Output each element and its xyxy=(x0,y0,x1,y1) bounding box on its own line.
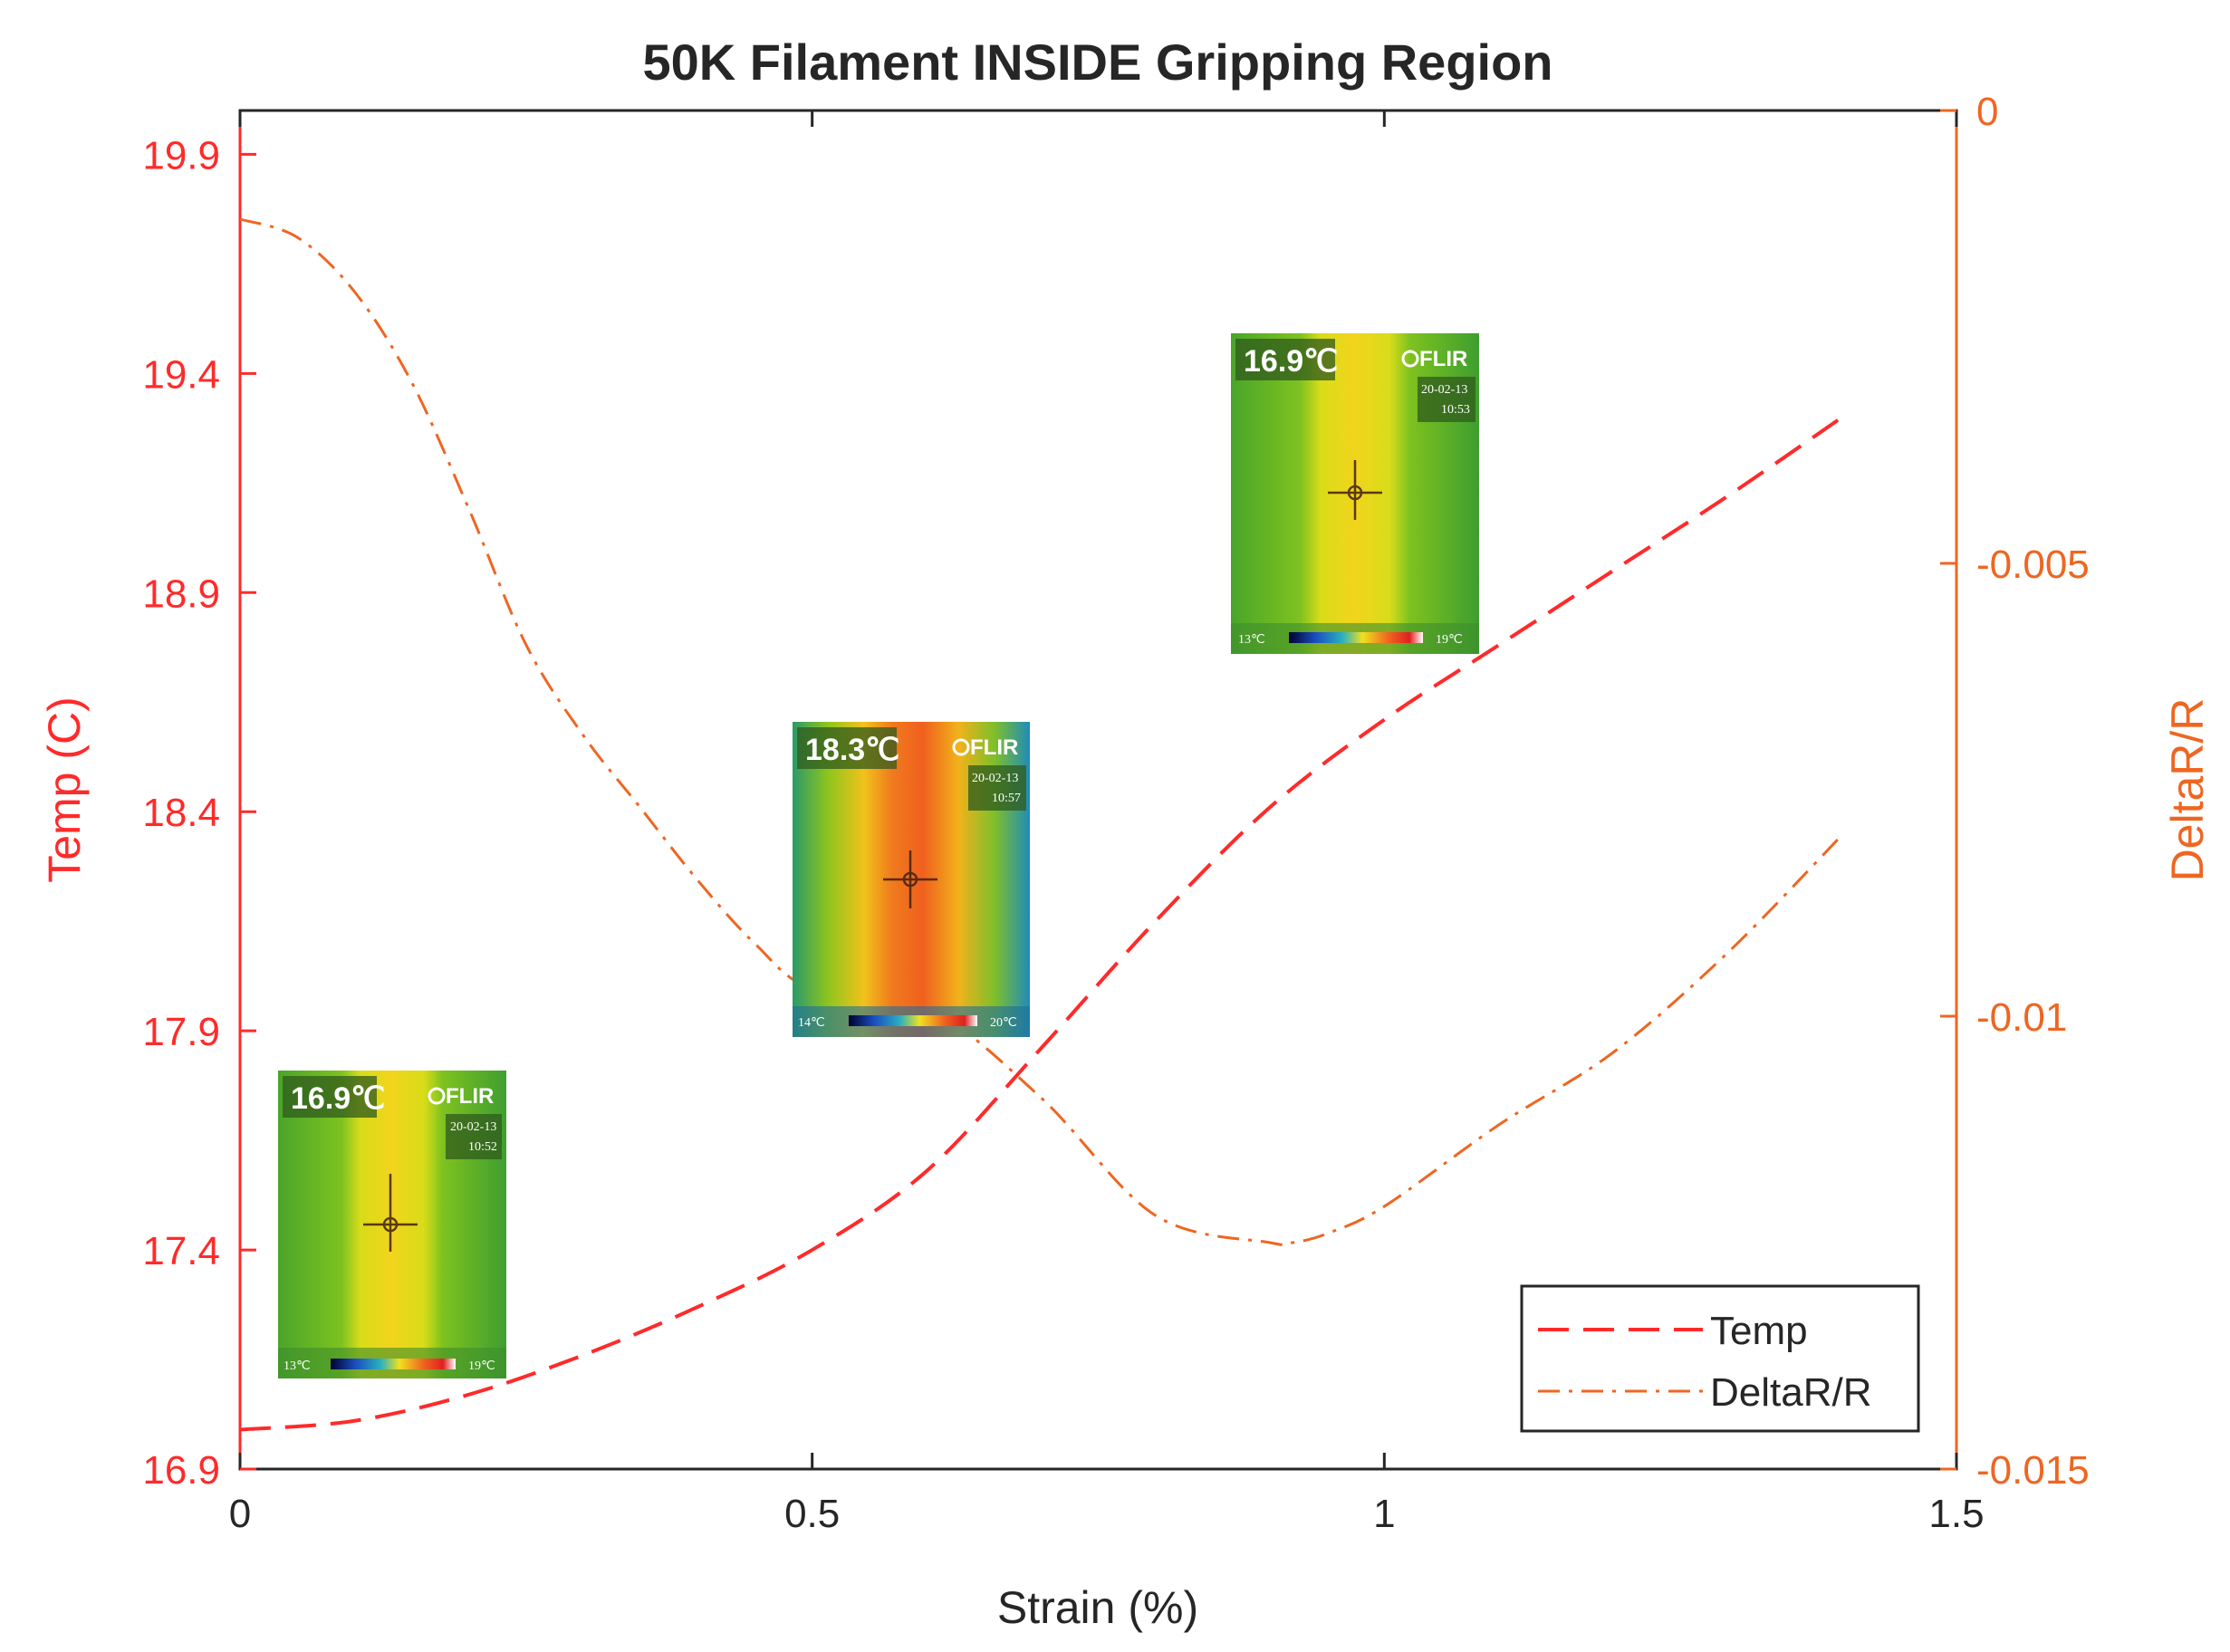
crosshair-icon xyxy=(1328,460,1382,520)
thermal-reading-box xyxy=(283,1076,377,1118)
thermal-scale-max: 20℃ xyxy=(990,1016,1017,1030)
thermal-date: 20-02-13 xyxy=(450,1120,496,1134)
y-axis-label-right: DeltaR/R xyxy=(2162,698,2213,882)
legend-label-deltar: DeltaR/R xyxy=(1710,1370,1872,1415)
y-right-tick-label: 0 xyxy=(1976,90,1998,134)
thermal-palette-bar xyxy=(331,1359,456,1369)
thermal-image-3: 16.9℃ FLIR 20-02-13 10:53 13℃ 19℃ xyxy=(1231,333,1479,654)
thermal-scale-min: 13℃ xyxy=(284,1359,311,1373)
y-left-tick-label: 19.9 xyxy=(142,133,220,178)
thermal-date: 20-02-13 xyxy=(1421,383,1467,397)
flir-logo: FLIR xyxy=(446,1084,494,1109)
thermal-reading: 16.9℃ xyxy=(1244,344,1338,379)
series-line-deltar xyxy=(239,217,1843,1247)
flir-logo: FLIR xyxy=(1419,347,1467,371)
thermal-image-1: 16.9℃ FLIR 20-02-13 10:52 13℃ 19℃ xyxy=(278,1071,506,1378)
thermal-time: 10:53 xyxy=(1441,403,1470,417)
thermal-timestamp-box xyxy=(446,1114,502,1159)
x-tick-label: 0.5 xyxy=(784,1492,840,1536)
y-left-tick-label: 16.9 xyxy=(142,1448,220,1493)
thermal-reading: 18.3℃ xyxy=(805,733,899,767)
thermal-scale-min: 14℃ xyxy=(798,1016,825,1030)
y-left-tick-label: 17.9 xyxy=(142,1010,220,1054)
thermal-time: 10:57 xyxy=(992,792,1021,805)
x-axis-label: Strain (%) xyxy=(997,1582,1198,1633)
flir-logo-icon xyxy=(428,1087,446,1105)
thermal-timestamp-box xyxy=(1418,377,1475,422)
crosshair-icon xyxy=(363,1174,418,1252)
thermal-scale-min: 13℃ xyxy=(1238,633,1265,647)
thermal-palette-bar xyxy=(1289,632,1423,643)
chart-title: 50K Filament INSIDE Gripping Region xyxy=(643,34,1553,91)
legend: Temp DeltaR/R xyxy=(1520,1284,1920,1433)
legend-label-temp: Temp xyxy=(1710,1309,1808,1353)
y-left-tick-label: 18.9 xyxy=(142,571,220,616)
x-tick-label: 1 xyxy=(1373,1492,1395,1536)
thermal-palette-bar xyxy=(849,1015,977,1026)
y-left-tick-label: 19.4 xyxy=(142,352,220,397)
y-right-tick-label: -0.01 xyxy=(1976,995,2067,1040)
thermal-time: 10:52 xyxy=(468,1140,497,1154)
y-right-tick-label: -0.015 xyxy=(1976,1448,2090,1493)
y-axis-label-left: Temp (C) xyxy=(39,696,90,883)
flir-logo: FLIR xyxy=(970,735,1018,760)
thermal-scale-max: 19℃ xyxy=(468,1359,495,1373)
y-right-tick-label: -0.005 xyxy=(1976,543,2090,587)
crosshair-icon xyxy=(883,850,937,908)
thermal-scale-max: 19℃ xyxy=(1436,633,1463,647)
x-tick-label: 0 xyxy=(229,1492,251,1536)
series-line-temp xyxy=(239,416,1843,1432)
thermal-reading-box xyxy=(797,727,897,769)
y-left-tick-label: 17.4 xyxy=(142,1229,220,1273)
thermal-date: 20-02-13 xyxy=(972,772,1018,785)
thermal-image-2: 18.3℃ FLIR 20-02-13 10:57 14℃ 20℃ xyxy=(793,722,1030,1037)
legend-box xyxy=(1520,1284,1920,1433)
y-left-tick-label: 18.4 xyxy=(142,791,220,835)
flir-logo-icon xyxy=(952,738,970,756)
flir-logo-icon xyxy=(1401,350,1419,368)
x-tick-label: 1.5 xyxy=(1928,1492,1984,1536)
thermal-timestamp-box xyxy=(968,765,1026,811)
thermal-reading: 16.9℃ xyxy=(291,1081,385,1116)
thermal-reading-box xyxy=(1235,339,1335,380)
